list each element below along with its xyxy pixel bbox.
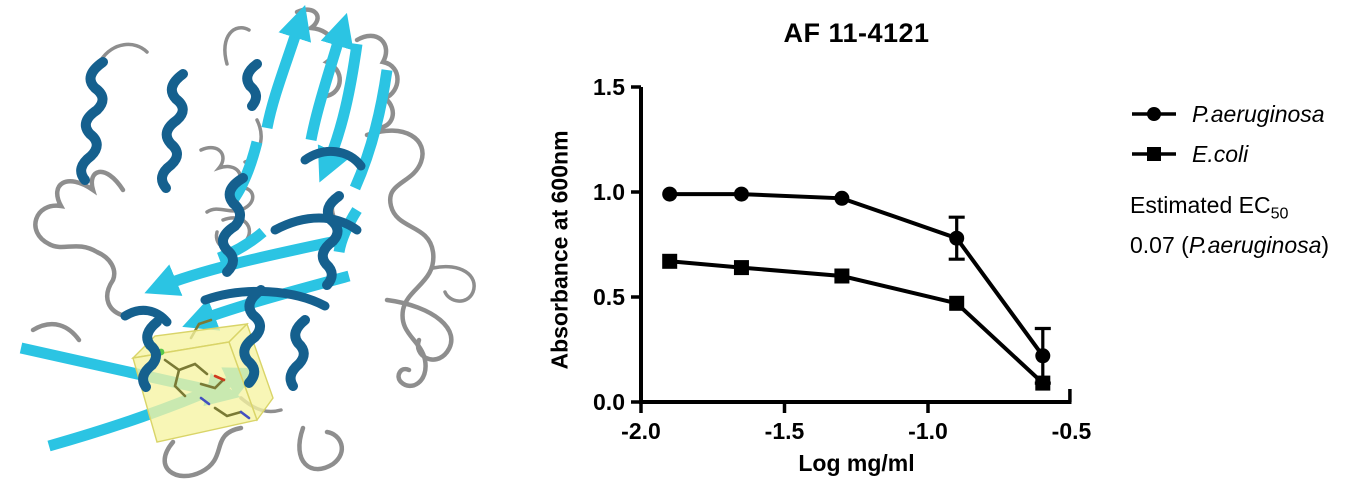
svg-text:0.0: 0.0 (593, 389, 625, 415)
x-axis-label: Log mg/ml (798, 450, 915, 476)
legend-item-label: P.aeruginosa (1192, 100, 1325, 127)
data-point-square (834, 268, 850, 284)
legend-item: P.aeruginosa (1130, 94, 1356, 134)
legend-item: E.coli (1130, 134, 1356, 174)
protein-structure-image (19, 5, 476, 479)
ec50-label: Estimated EC50 (1130, 192, 1289, 223)
ec50-annotation: Estimated EC50 0.07 (P.aeruginosa) (1130, 190, 1356, 261)
series-P.aeruginosa (662, 186, 1051, 385)
svg-text:1.0: 1.0 (593, 179, 625, 205)
data-point-circle (1035, 348, 1051, 364)
series-E.coli (662, 253, 1051, 391)
data-point-circle (662, 186, 678, 202)
data-point-square (949, 295, 965, 311)
legend-marker-circle (1132, 107, 1176, 121)
data-point-square (1035, 375, 1051, 391)
data-point-square (733, 260, 749, 276)
data-point-circle (949, 230, 965, 246)
dose-response-chart: 0.0 0.5 1.0 1.5 -2.0 -1.5 -1.0 -0.5 (593, 74, 1092, 444)
chart-title: AF 11-4121 (783, 18, 930, 48)
data-point-circle (834, 190, 850, 206)
svg-text:0.5: 0.5 (593, 284, 625, 310)
svg-text:1.5: 1.5 (593, 74, 625, 100)
protein-alpha-helices (76, 57, 366, 392)
svg-text:-2.0: -2.0 (621, 418, 661, 444)
data-point-square (662, 253, 678, 269)
legend-item-label: E.coli (1192, 140, 1249, 167)
axes: 0.0 0.5 1.0 1.5 -2.0 -1.5 -1.0 -0.5 (593, 74, 1092, 444)
data-point-circle (733, 186, 749, 202)
svg-text:-1.0: -1.0 (908, 418, 948, 444)
legend-marker-square (1132, 147, 1176, 161)
chart-legend: P.aeruginosa E.coli Estimated EC50 0.07 (… (1130, 94, 1356, 261)
ec50-value: 0.07 (P.aeruginosa) (1130, 231, 1330, 258)
svg-text:-1.5: -1.5 (765, 418, 805, 444)
svg-text:-0.5: -0.5 (1052, 418, 1092, 444)
legend-rows: P.aeruginosa E.coli (1130, 94, 1356, 174)
ligand-sticks (157, 348, 251, 420)
